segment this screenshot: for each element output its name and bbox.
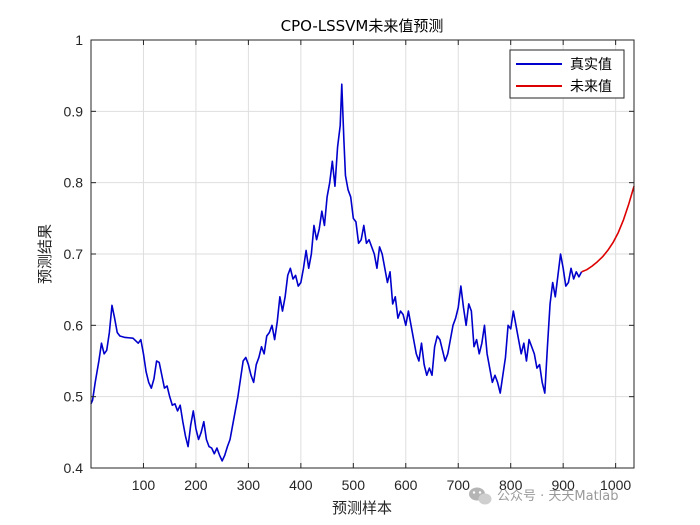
x-tick-label: 400 xyxy=(289,477,313,493)
x-tick-label: 1000 xyxy=(600,477,631,493)
y-tick-label: 0.9 xyxy=(64,103,84,119)
x-tick-label: 600 xyxy=(394,477,418,493)
x-tick-label: 900 xyxy=(551,477,575,493)
y-tick-label: 0.7 xyxy=(64,246,84,262)
chart-title: CPO-LSSVM未来值预测 xyxy=(281,17,444,35)
true-values-line xyxy=(90,83,583,462)
legend-box xyxy=(509,49,625,99)
x-tick-label: 300 xyxy=(237,477,261,493)
x-tick-label: 200 xyxy=(184,477,208,493)
x-axis-label: 预测样本 xyxy=(332,499,392,517)
future-values-line xyxy=(581,186,635,273)
x-tick-label: 500 xyxy=(342,477,366,493)
y-tick-label: 0.8 xyxy=(64,175,84,191)
legend-label-true-values: 真实值 xyxy=(570,57,612,73)
ticks: 100 200 300 400 500 600 700 800 900 1000 0.4 0.5 0.6… xyxy=(64,32,634,493)
legend: 真实值 未来值 xyxy=(509,49,625,99)
x-tick-label: 700 xyxy=(447,477,471,493)
y-tick-label: 1 xyxy=(75,32,83,48)
legend-label-future-values: 未来值 xyxy=(570,79,612,95)
y-tick-label: 0.6 xyxy=(64,317,84,333)
series-layer xyxy=(90,83,635,462)
wechat-icon xyxy=(469,487,492,505)
x-tick-label: 800 xyxy=(499,477,523,493)
plot-area: 100 200 300 400 500 600 700 800 900 1000 0.4 0.5 0.6… xyxy=(64,32,635,493)
y-axis-label: 预测结果 xyxy=(36,224,54,284)
watermark-text: 公众号 · 天天Matlab xyxy=(497,489,619,504)
y-tick-label: 0.5 xyxy=(64,389,84,405)
watermark: 公众号 · 天天Matlab xyxy=(469,487,619,505)
x-tick-label: 100 xyxy=(132,477,156,493)
y-tick-label: 0.4 xyxy=(64,460,84,476)
